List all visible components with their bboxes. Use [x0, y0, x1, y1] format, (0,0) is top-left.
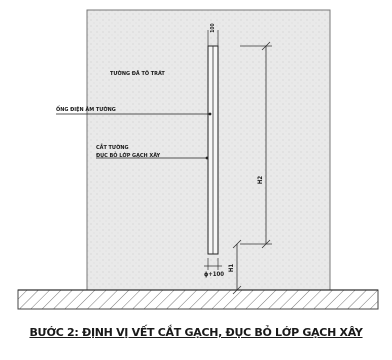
h1-label: H1	[228, 264, 235, 273]
diagram-caption: BƯỚC 2: ĐỊNH VỊ VẾT CẮT GẠCH, ĐỤC BỎ LỚP…	[29, 326, 363, 339]
width-dim-label: ϕ+100	[204, 271, 224, 278]
wall-cut-label-1: CẮT TƯỜNG	[96, 143, 129, 151]
plastered-wall-label: TƯỜNG ĐÃ TÔ TRÁT	[110, 70, 165, 77]
top-dim-label: 100	[210, 23, 216, 32]
conduit-label: ỐNG ĐIỆN ÂM TƯỜNG	[56, 105, 116, 113]
floor-slab	[17, 289, 379, 310]
wall-cut-label-2: ĐỤC BỎ LỚP GẠCH XÂY	[96, 151, 161, 159]
h2-label: H2	[257, 176, 264, 185]
